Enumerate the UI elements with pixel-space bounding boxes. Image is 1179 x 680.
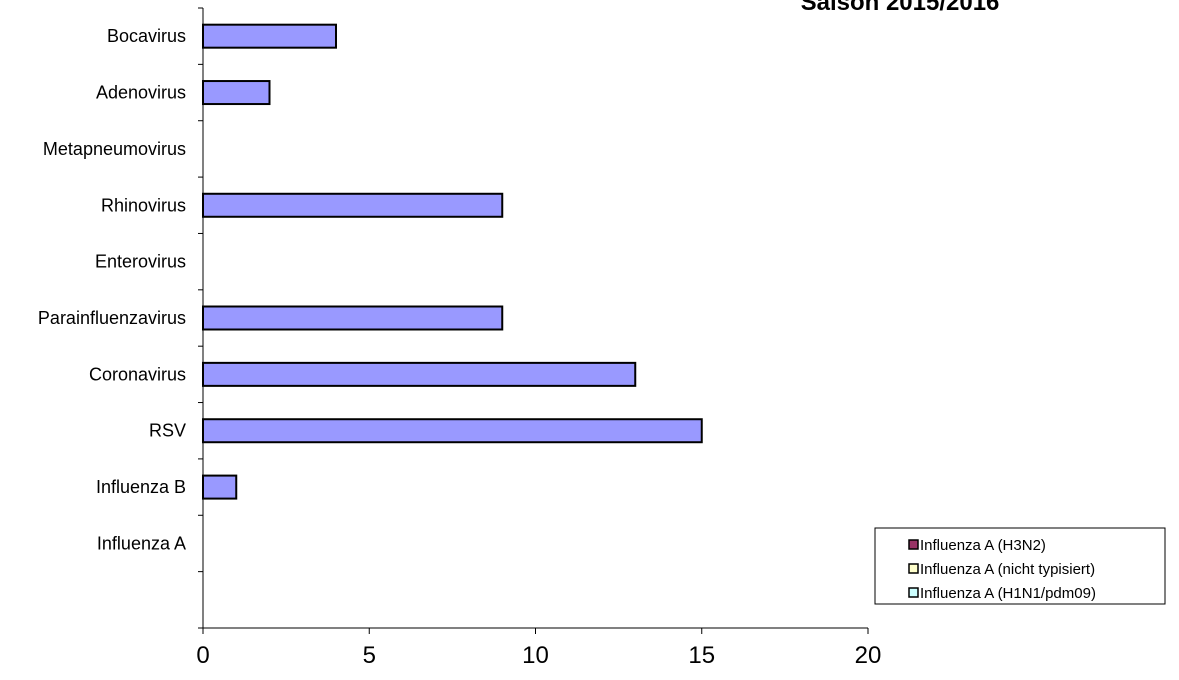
bar [202, 192, 504, 218]
bar [202, 23, 337, 49]
legend: Influenza A (H3N2) Influenza A (nicht typ… [874, 527, 1166, 605]
x-tick-label: 15 [688, 642, 715, 669]
category-label: Enterovirus [95, 252, 186, 272]
bar [202, 80, 271, 106]
category-label: Influenza A [97, 533, 186, 553]
chart-title: Saison 2015/2016 [801, 0, 1000, 16]
x-tick-label: 20 [855, 642, 882, 669]
category-label: RSV [149, 421, 186, 441]
category-label: Influenza B [96, 477, 186, 497]
legend-swatch [908, 539, 919, 550]
legend-entry-label: Influenza A (H1N1/pdm09) [920, 585, 1096, 602]
category-label: Rhinovirus [101, 195, 186, 215]
category-label: Parainfluenzavirus [38, 308, 186, 328]
bar [202, 361, 637, 387]
category-label: Coronavirus [89, 364, 186, 384]
x-tick-label: 0 [196, 642, 209, 669]
legend-box [874, 527, 1166, 605]
category-label: Metapneumovirus [43, 139, 186, 159]
plot-area: 0 5 10 15 20 Influenza A Influenza B RSV Coronav… [38, 7, 882, 669]
bar [202, 474, 238, 500]
legend-swatch [908, 563, 919, 574]
legend-entry-label: Influenza A (nicht typisiert) [920, 561, 1095, 578]
legend-entry-label: Influenza A (H3N2) [920, 537, 1046, 554]
category-label: Bocavirus [107, 26, 186, 46]
x-tick-label: 10 [522, 642, 549, 669]
bar [202, 305, 504, 331]
x-tick-label: 5 [363, 642, 376, 669]
bar [202, 418, 703, 444]
category-label: Adenovirus [96, 83, 186, 103]
legend-swatch [908, 587, 919, 598]
